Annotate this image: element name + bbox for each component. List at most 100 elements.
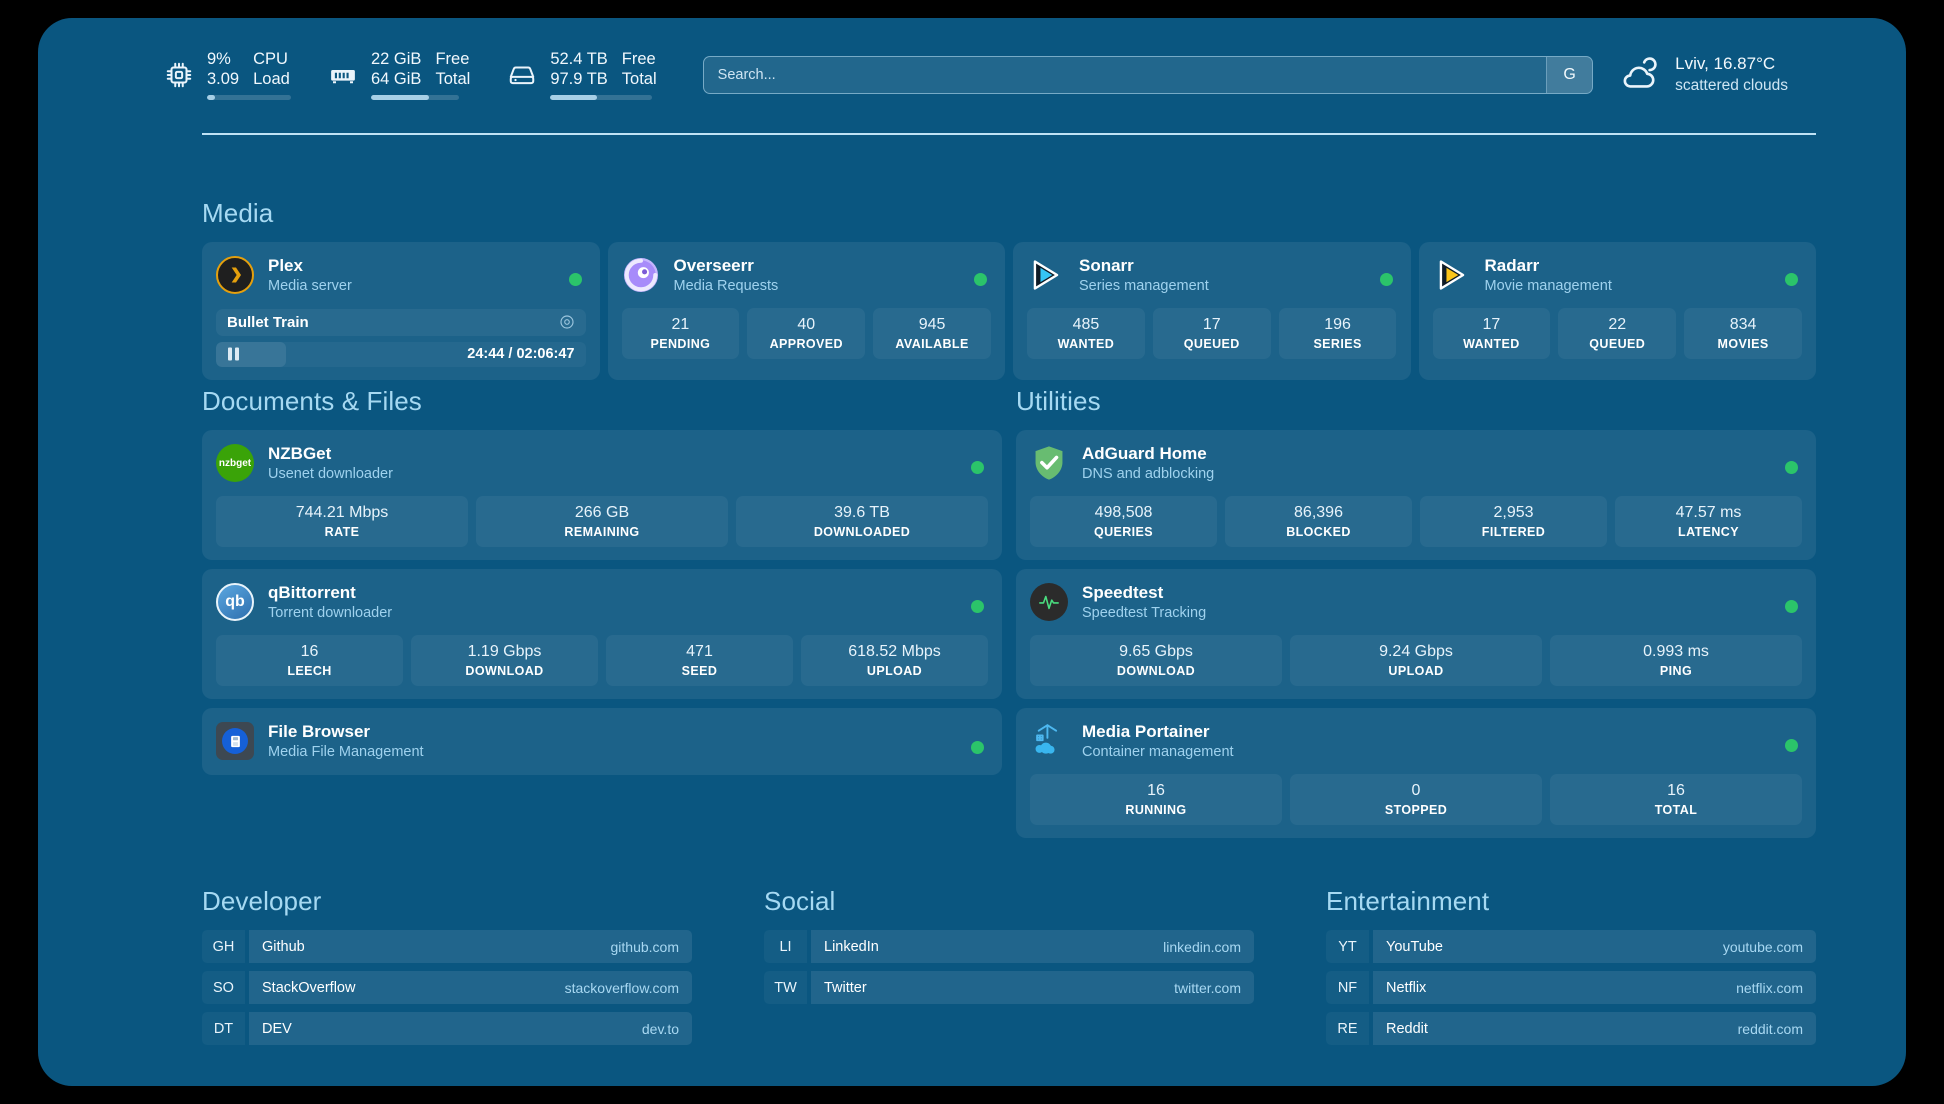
stat-blocked: 86,396 BLOCKED <box>1225 495 1412 547</box>
resource-progress-bar <box>550 94 653 100</box>
service-card-qbittorrent[interactable]: qb qBittorrent Torrent downloader 16 LEE… <box>202 568 1002 699</box>
service-name: AdGuard Home <box>1082 444 1207 463</box>
service-card-radarr[interactable]: Radarr Movie management 17 WANTED 22 QUE… <box>1418 242 1816 380</box>
documents-section: Documents & Files nzbget NZBGet Usenet d… <box>202 386 1002 784</box>
service-name: NZBGet <box>268 444 332 463</box>
resource-label-2: Total <box>621 70 657 88</box>
portainer-icon <box>1030 722 1068 760</box>
stat-queued: 22 QUEUED <box>1558 307 1677 359</box>
service-subtitle: Media Requests <box>673 278 779 295</box>
service-card-nzbget[interactable]: nzbget NZBGet Usenet downloader 744.21 M… <box>202 430 1002 560</box>
bookmark-item-dt[interactable]: DT DEV dev.to <box>202 1012 692 1045</box>
stat-total: 16 TOTAL <box>1550 773 1802 825</box>
card-title-block: AdGuard Home DNS and adblocking <box>1082 443 1214 484</box>
bookmark-name: StackOverflow <box>262 979 356 996</box>
resource-widget-cpu: 9% 3.09 CPU Load <box>164 50 291 100</box>
search-input[interactable] <box>703 57 1547 93</box>
utilities-section-title: Utilities <box>1016 386 1101 416</box>
stat-value: 834 <box>1729 315 1757 333</box>
bookmark-item-li[interactable]: LI LinkedIn linkedin.com <box>764 930 1254 963</box>
bookmark-abbr: GH <box>202 930 245 963</box>
stat-download: 9.65 Gbps DOWNLOAD <box>1030 634 1282 686</box>
bookmark-item-yt[interactable]: YT YouTube youtube.com <box>1326 930 1816 963</box>
stat-label: MOVIES <box>1717 336 1769 351</box>
stat-value: 471 <box>686 642 713 660</box>
bookmark-body: Github github.com <box>249 930 692 963</box>
service-card-file-browser[interactable]: File Browser Media File Management <box>202 707 1002 775</box>
dashboard-page: 9% 3.09 CPU Load 22 GiB 64 GiB Fre <box>38 18 1906 1086</box>
pause-icon[interactable] <box>228 347 239 361</box>
stat-filtered: 2,953 FILTERED <box>1420 495 1607 547</box>
stat-value: 9.65 Gbps <box>1119 642 1193 660</box>
stat-value: 39.6 TB <box>834 503 890 521</box>
stat-label: SERIES <box>1313 336 1362 351</box>
stat-label: BLOCKED <box>1286 524 1351 539</box>
bookmark-body: YouTube youtube.com <box>1373 930 1816 963</box>
utilities-section: Utilities AdGuard Home DNS and adblockin… <box>1016 386 1816 847</box>
top-bar: 9% 3.09 CPU Load 22 GiB 64 GiB Fre <box>164 36 1788 114</box>
card-title-block: qBittorrent Torrent downloader <box>268 582 392 623</box>
stat-row: 485 WANTED 17 QUEUED 196 SERIES <box>1027 307 1397 359</box>
bookmark-name: Reddit <box>1386 1020 1428 1037</box>
stat-remaining: 266 GB REMAINING <box>476 495 728 547</box>
service-card-media-portainer[interactable]: Media Portainer Container management 16 … <box>1016 707 1816 838</box>
playback-time: 24:44 / 02:06:47 <box>467 346 575 363</box>
plex-icon <box>216 256 254 295</box>
card-title-block: Speedtest Speedtest Tracking <box>1082 582 1206 623</box>
status-indicator-online <box>974 273 987 286</box>
stat-value: 16 <box>300 642 319 660</box>
search-box[interactable]: G <box>702 56 1594 94</box>
stat-ping: 0.993 ms PING <box>1550 634 1802 686</box>
stat-row: 16 RUNNING 0 STOPPED 16 TOTAL <box>1030 773 1802 825</box>
stat-stopped: 0 STOPPED <box>1290 773 1542 825</box>
stat-label: REMAINING <box>564 524 640 539</box>
stat-wanted: 485 WANTED <box>1027 307 1145 359</box>
settings-icon[interactable] <box>559 314 575 330</box>
resource-progress-bar <box>207 94 291 100</box>
stat-label: DOWNLOAD <box>465 663 544 678</box>
resource-value-1: 22 GiB <box>371 50 422 69</box>
bookmark-body: Twitter twitter.com <box>811 971 1254 1004</box>
bookmark-body: Netflix netflix.com <box>1373 971 1816 1004</box>
bookmark-body: LinkedIn linkedin.com <box>811 930 1254 963</box>
service-name: Plex <box>268 256 303 275</box>
bookmark-name: DEV <box>262 1020 292 1037</box>
bookmark-group-title: Entertainment <box>1326 886 1490 916</box>
service-card-sonarr[interactable]: Sonarr Series management 485 WANTED 17 Q… <box>1013 242 1411 380</box>
stat-value: 618.52 Mbps <box>848 642 941 660</box>
stat-row: 16 LEECH 1.19 Gbps DOWNLOAD 471 SEED 618… <box>216 634 988 686</box>
stat-label: PENDING <box>650 336 711 351</box>
stat-running: 16 RUNNING <box>1030 773 1282 825</box>
playback-progress-bar[interactable]: 24:44 / 02:06:47 <box>216 341 586 367</box>
bookmark-name: Github <box>262 938 305 955</box>
bookmark-item-gh[interactable]: GH Github github.com <box>202 930 692 963</box>
bookmark-item-re[interactable]: RE Reddit reddit.com <box>1326 1012 1816 1045</box>
media-section-title: Media <box>202 198 274 228</box>
service-card-speedtest[interactable]: Speedtest Speedtest Tracking 9.65 Gbps D… <box>1016 568 1816 699</box>
card-header: nzbget NZBGet Usenet downloader <box>216 443 988 484</box>
bookmark-abbr: RE <box>1326 1012 1369 1045</box>
dashboard-frame: 9% 3.09 CPU Load 22 GiB 64 GiB Fre <box>38 18 1906 1086</box>
bookmark-item-nf[interactable]: NF Netflix netflix.com <box>1326 971 1816 1004</box>
stat-value: 22 <box>1608 315 1627 333</box>
service-name: Media Portainer <box>1082 721 1210 741</box>
status-indicator-online <box>1379 273 1393 286</box>
stat-value: 196 <box>1324 315 1351 333</box>
service-card-adguard-home[interactable]: AdGuard Home DNS and adblocking 498,508 … <box>1016 430 1816 560</box>
bookmark-item-tw[interactable]: TW Twitter twitter.com <box>764 971 1254 1004</box>
stat-movies: 834 MOVIES <box>1684 307 1802 359</box>
stat-label: TOTAL <box>1654 802 1698 817</box>
stat-row: 498,508 QUERIES 86,396 BLOCKED 2,953 FIL… <box>1030 495 1802 547</box>
bookmark-group-title: Developer <box>202 886 322 916</box>
service-card-plex[interactable]: Plex Media server Bullet Train 24:44 / 0… <box>202 242 600 380</box>
bookmark-name: LinkedIn <box>824 938 879 955</box>
service-card-overseerr[interactable]: Overseerr Media Requests 21 PENDING 40 A… <box>607 242 1005 380</box>
cloud-icon <box>1619 54 1661 96</box>
status-indicator-online <box>1785 273 1798 286</box>
now-playing-bar[interactable]: Bullet Train <box>216 308 586 336</box>
bookmark-item-so[interactable]: SO StackOverflow stackoverflow.com <box>202 971 692 1004</box>
stat-value: 17 <box>1482 315 1501 333</box>
search-engine-button[interactable]: G <box>1546 57 1593 93</box>
bookmark-url: reddit.com <box>1737 1020 1803 1037</box>
resource-value-1: 52.4 TB <box>550 50 608 69</box>
